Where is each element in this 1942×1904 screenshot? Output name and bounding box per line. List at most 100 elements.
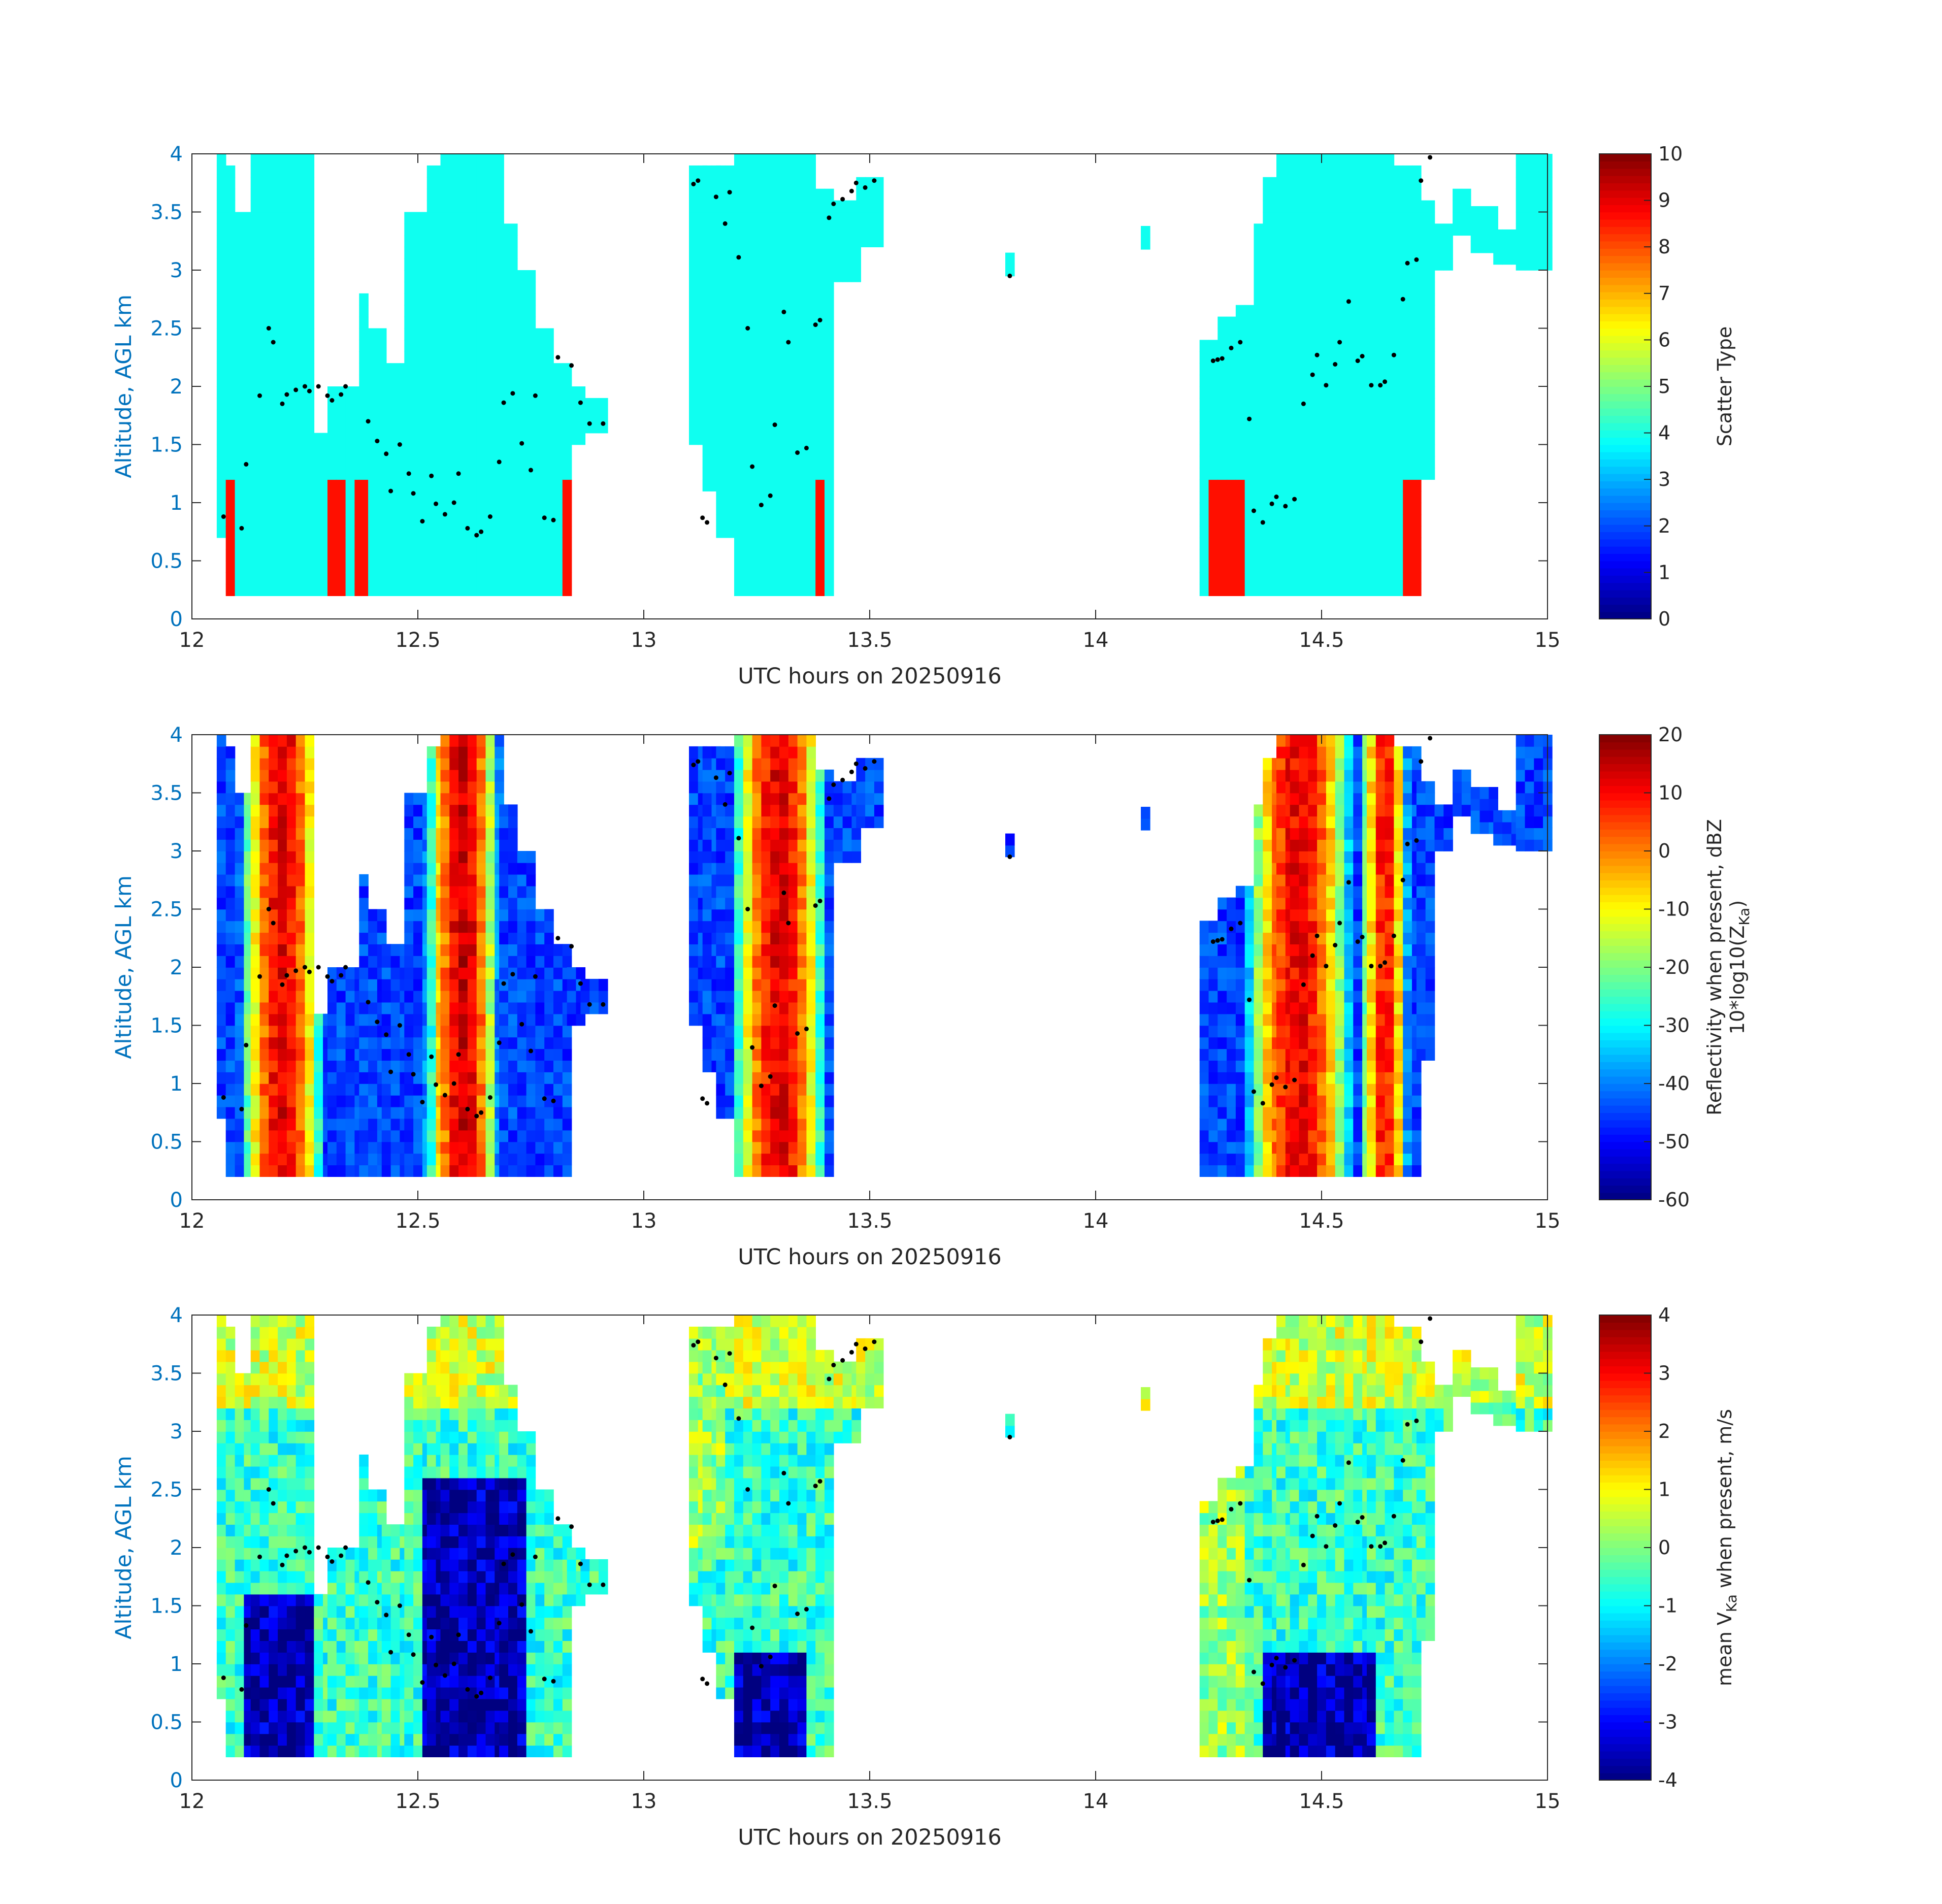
heatmap-cell [553,479,563,491]
heatmap-cell [1335,305,1345,317]
heatmap-cell [269,746,278,759]
heatmap-cell [1290,479,1300,491]
heatmap-cell [404,851,414,863]
heatmap-cell [517,967,527,979]
heatmap-cell [295,572,306,585]
heatmap-cell [314,1037,323,1049]
heatmap-cell [770,514,780,527]
heatmap-cell [1276,386,1286,399]
overlay-point [804,445,809,450]
heatmap-cell [295,1072,306,1084]
heatmap-cell [368,398,378,410]
heatmap-cell [1244,549,1255,562]
heatmap-cell [788,1141,798,1154]
heatmap-cell [467,885,477,898]
heatmap-cell [689,967,699,979]
heatmap-cell [368,456,378,469]
heatmap-cell [368,909,378,922]
heatmap-cell [788,932,798,944]
heatmap-cell [716,247,726,259]
heatmap-cell [225,1095,236,1107]
heatmap-cell [851,247,861,259]
heatmap-cell [368,363,378,375]
heatmap-cell [467,223,477,236]
heatmap-cell [1375,351,1386,364]
heatmap-cell [440,375,450,387]
heatmap-cell [544,1025,554,1038]
heatmap-cell [1308,200,1318,213]
heatmap-cell [216,293,226,306]
heatmap-cell [314,503,323,515]
heatmap-cell [295,1095,306,1107]
heatmap-cell [567,990,577,1003]
heatmap-cell [390,944,401,956]
heatmap-cell [517,862,527,875]
heatmap-cell [269,328,278,341]
heatmap-cell [286,1013,297,1026]
heatmap-cell [305,746,315,759]
heatmap-cell [734,503,744,515]
heatmap-cell [404,978,414,991]
overlay-point [307,388,312,393]
heatmap-cell [1199,433,1209,445]
heatmap-cell [499,921,509,933]
heatmap-cell [467,154,477,166]
heatmap-cell [499,1048,509,1061]
heatmap-cell [305,769,315,782]
heatmap-cell [1353,584,1363,596]
heatmap-cell [752,1037,762,1049]
heatmap-cell [526,1072,536,1084]
heatmap-cell [476,281,486,294]
heatmap-cell [526,874,536,887]
heatmap-cell [426,956,437,968]
heatmap-cell [797,909,807,922]
heatmap-cell [404,816,414,828]
heatmap-cell [250,468,260,480]
heatmap-cell [1263,247,1272,259]
heatmap-cell [440,1002,450,1014]
heatmap-cell [806,885,816,898]
heatmap-cell [806,258,816,271]
heatmap-cell [1385,537,1395,550]
heatmap-cell [426,885,437,898]
heatmap-cell [476,468,486,480]
heatmap-cell [725,270,735,282]
heatmap-cell [797,862,807,875]
heatmap-cell [485,758,496,770]
heatmap-cell [752,897,762,910]
heatmap-cell [1235,561,1245,573]
heatmap-cell [725,1095,735,1107]
heatmap-cell [770,247,780,259]
heatmap-cell [553,1153,563,1166]
heatmap-cell [1254,433,1264,445]
heatmap-cell [1290,584,1300,596]
heatmap-cell [770,177,780,189]
heatmap-cell [553,572,563,585]
heatmap-cell [716,305,726,317]
heatmap-cell [458,1118,468,1131]
heatmap-cell [440,769,450,782]
heatmap-cell [716,758,726,770]
heatmap-cell [499,874,509,887]
heatmap-cell [235,328,245,341]
heatmap-cell [1470,217,1480,230]
heatmap-cell [508,363,518,375]
heatmap-cell [235,909,245,922]
heatmap-cell [499,468,509,480]
heatmap-cell [716,967,726,979]
colorbar-swatch [1599,604,1651,612]
heatmap-cell [259,188,270,201]
heatmap-cell [815,479,825,491]
heatmap-cell [535,909,545,922]
heatmap-cell [825,328,834,341]
heatmap-cell [413,479,423,491]
heatmap-cell [1335,386,1345,399]
heatmap-cell [413,363,423,375]
heatmap-cell [216,479,226,491]
heatmap-cell [761,921,771,933]
heatmap-cell [485,828,496,840]
heatmap-cell [770,885,780,898]
heatmap-cell [368,514,378,527]
heatmap-cell [485,1165,496,1177]
heatmap-cell [734,340,744,352]
